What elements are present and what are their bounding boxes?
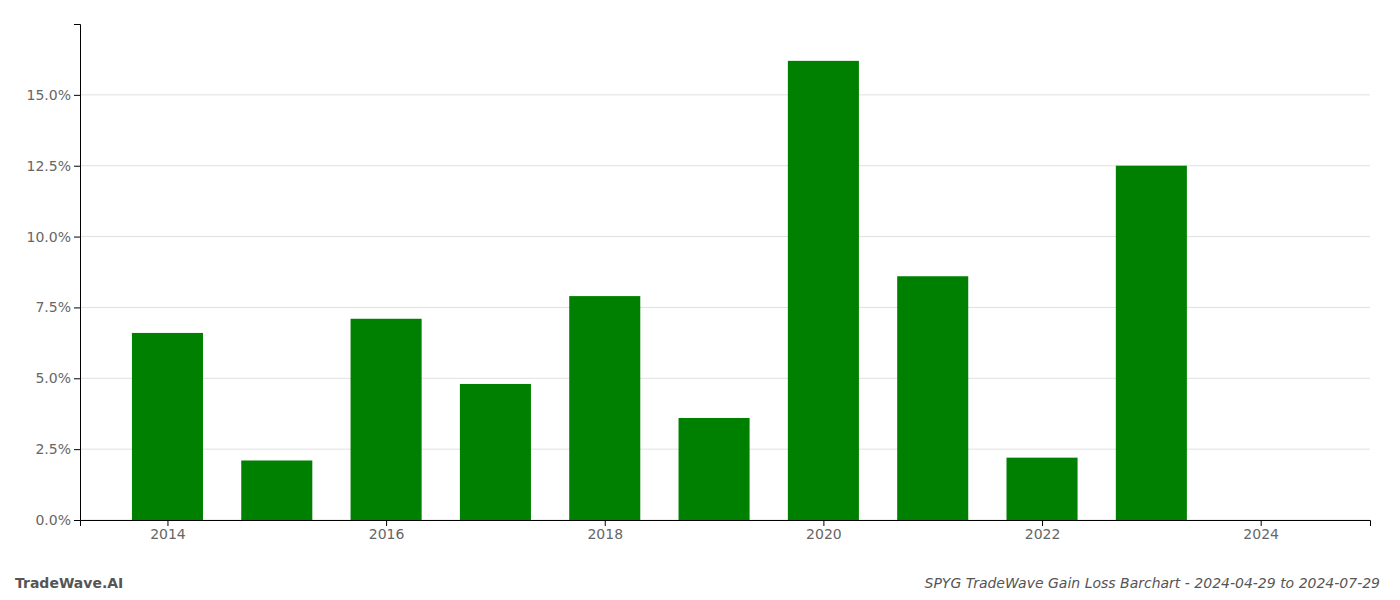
x-tick-label: 2024 (1243, 526, 1279, 542)
y-tick: 15.0% (27, 87, 80, 103)
bar (351, 319, 422, 520)
bar (897, 276, 968, 520)
y-axis-line (74, 25, 81, 521)
bar (788, 61, 859, 520)
bar (1116, 166, 1187, 520)
bar (132, 333, 203, 520)
x-tick: 2018 (587, 520, 623, 542)
y-tick: 5.0% (35, 370, 80, 386)
y-tick-label: 12.5% (27, 158, 71, 174)
y-tick-label: 10.0% (27, 229, 71, 245)
y-tick-mark (74, 378, 80, 379)
plot: 2014 2016 2018 2020 2022 2024 0.0% 2.5% 5.0% 7.5%… (27, 25, 1371, 542)
y-tick: 2.5% (35, 441, 80, 457)
bar (241, 460, 312, 520)
y-tick: 12.5% (27, 158, 80, 174)
x-tick: 2020 (806, 520, 842, 542)
bar (460, 384, 531, 520)
watermark: TradeWave.AI (15, 575, 123, 591)
x-tick-label: 2018 (587, 526, 623, 542)
bar (1007, 458, 1078, 520)
x-axis-line (81, 521, 1371, 527)
chart: 2014 2016 2018 2020 2022 2024 0.0% 2.5% 5.0% 7.5%… (0, 0, 1400, 600)
x-tick: 2016 (369, 520, 405, 542)
bars (132, 61, 1187, 520)
x-tick: 2022 (1025, 520, 1061, 542)
x-tick-label: 2022 (1025, 526, 1061, 542)
grid-line (80, 94, 1370, 95)
bar (1225, 520, 1296, 521)
grid (80, 95, 1370, 520)
y-tick-label: 0.0% (35, 512, 71, 528)
title: SPYG TradeWave Gain Loss Barchart - 2024… (925, 575, 1381, 591)
y-tick: 7.5% (35, 299, 80, 315)
y-tick-mark (74, 95, 80, 96)
y-tick-label: 7.5% (35, 299, 71, 315)
y-tick-mark (74, 307, 80, 308)
y-tick-label: 2.5% (35, 441, 71, 457)
y-axis: 0.0% 2.5% 5.0% 7.5% 10.0% 12.5% 15.0% (27, 25, 81, 528)
x-tick: 2014 (150, 520, 186, 542)
y-tick-mark (74, 166, 80, 167)
y-tick: 10.0% (27, 229, 80, 245)
y-tick-mark (74, 237, 80, 238)
y-tick-mark (74, 449, 80, 450)
bar (679, 418, 750, 520)
x-tick: 2024 (1243, 520, 1279, 542)
bar (569, 296, 640, 520)
x-axis: 2014 2016 2018 2020 2022 2024 (81, 520, 1371, 542)
y-tick-mark (74, 520, 80, 521)
y-tick-label: 5.0% (35, 370, 71, 386)
y-tick: 0.0% (35, 512, 80, 528)
x-tick-label: 2020 (806, 526, 842, 542)
y-tick-label: 15.0% (27, 87, 71, 103)
x-tick-label: 2016 (369, 526, 405, 542)
x-tick-label: 2014 (150, 526, 186, 542)
